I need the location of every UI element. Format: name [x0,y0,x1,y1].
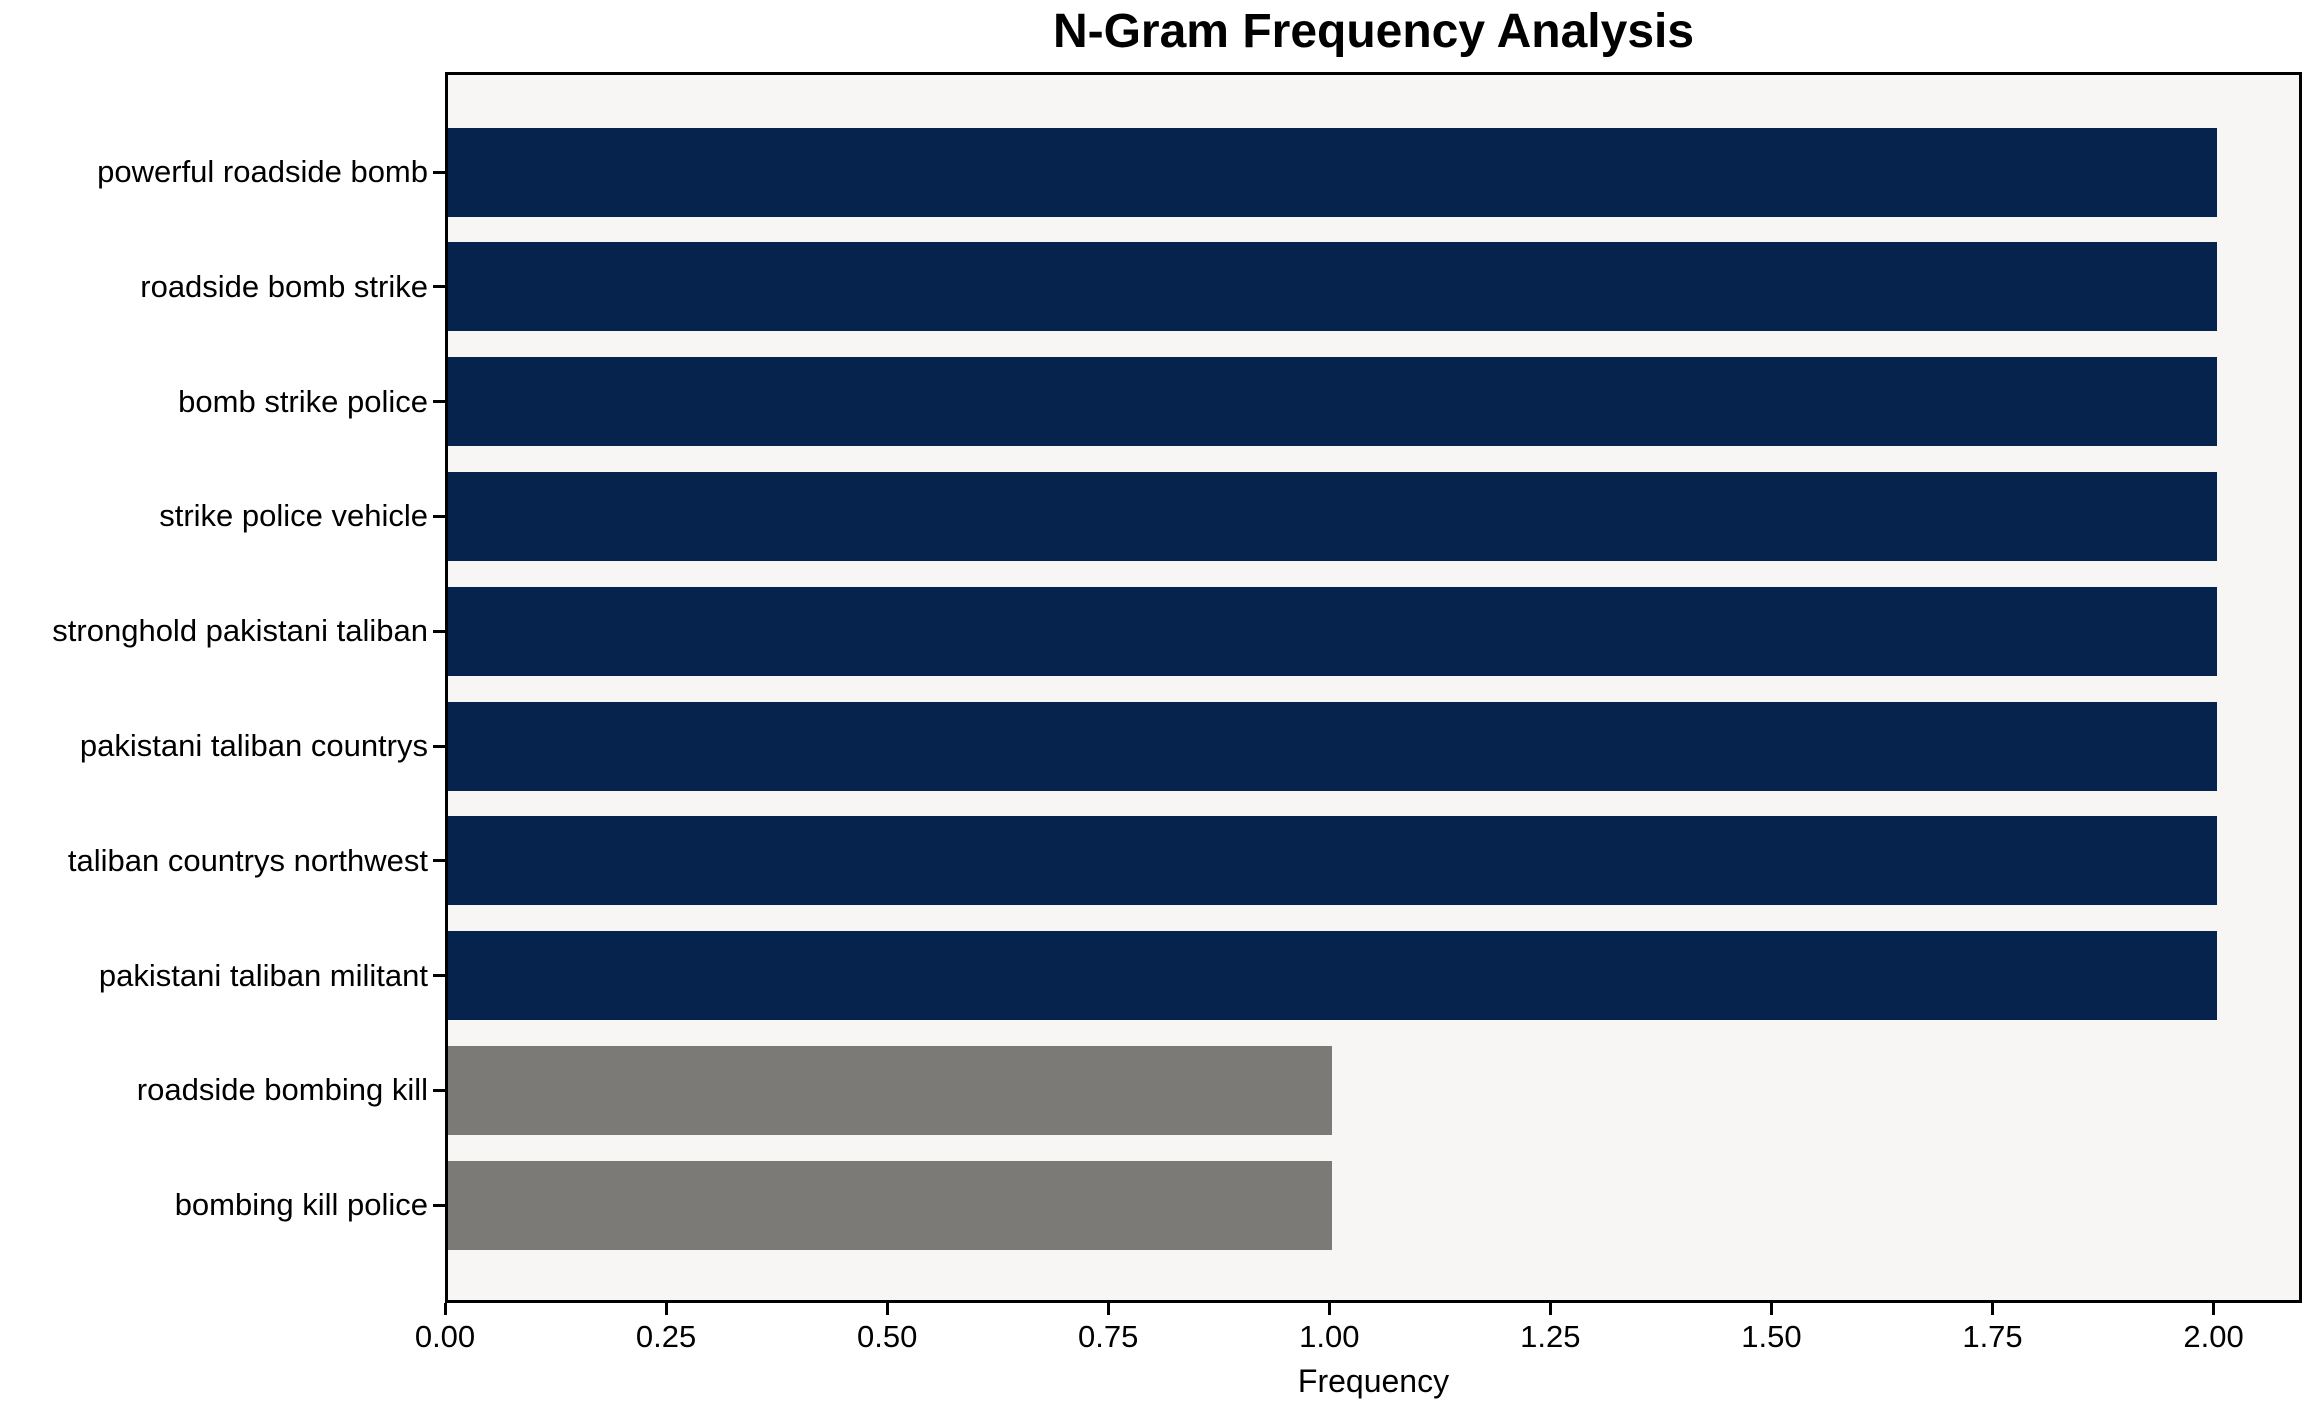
bar [448,816,2217,906]
y-tick-label: taliban countrys northwest [67,842,428,878]
y-tick-mark [433,974,445,978]
x-tick-mark [1548,1303,1552,1315]
x-tick-label: 0.75 [1078,1319,1139,1354]
y-tick-mark [433,744,445,748]
y-tick-label: pakistani taliban countrys [79,728,428,763]
x-tick-label: 0.25 [635,1319,697,1354]
plot-area [445,72,2302,1303]
x-tick-label: 2.00 [2183,1319,2244,1354]
x-tick-mark [443,1303,447,1315]
y-tick-mark [433,514,445,518]
y-tick-label: roadside bomb strike [140,268,428,304]
y-tick-mark [433,170,445,174]
x-tick-mark [1991,1303,1994,1315]
y-tick-mark [433,1203,445,1207]
x-axis-label: Frequency [1297,1363,1450,1399]
y-tick-label: pakistani taliban militant [98,957,428,993]
bar [448,1045,1333,1135]
x-tick-mark [1106,1303,1110,1315]
bar [448,701,2217,791]
bar [448,242,2217,332]
x-tick-mark [885,1303,889,1315]
x-tick-mark [1769,1303,1773,1315]
y-tick-label: bombing kill police [174,1187,428,1223]
y-tick-mark [433,400,445,404]
bar [448,931,2217,1021]
x-tick-label: 0.50 [856,1319,918,1354]
x-tick-label: 1.25 [1520,1319,1581,1354]
x-tick-label: 1.75 [1962,1319,2023,1354]
y-tick-label: strike police vehicle [159,498,428,534]
x-tick-label: 1.50 [1741,1319,1802,1354]
y-tick-label: bomb strike police [178,383,428,419]
y-tick-mark [433,285,445,289]
y-tick-label: stronghold pakistani taliban [52,613,428,649]
x-tick-label: 0.00 [414,1319,476,1354]
x-tick-mark [2212,1303,2216,1315]
x-tick-label: 1.00 [1299,1319,1360,1354]
y-tick-label: roadside bombing kill [136,1072,428,1108]
bar [448,1160,1333,1250]
bar [448,471,2217,561]
bar [448,586,2217,676]
bar [448,127,2217,217]
y-tick-mark [433,1088,445,1092]
y-tick-mark [433,859,445,863]
x-tick-mark [664,1303,668,1315]
y-tick-label: powerful roadside bomb [97,154,428,189]
x-tick-mark [1327,1303,1331,1315]
y-tick-mark [433,629,445,633]
bar [448,357,2217,447]
chart-title: N-Gram Frequency Analysis [1052,5,1695,58]
